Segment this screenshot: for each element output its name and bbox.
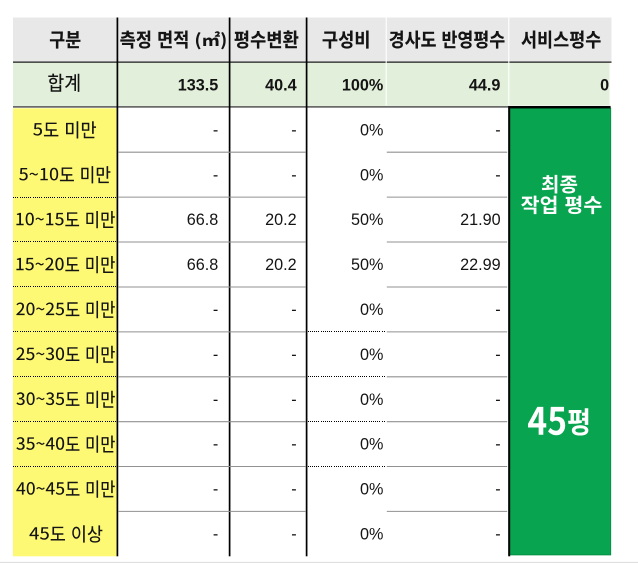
svg-text:0%: 0%	[360, 346, 383, 364]
svg-text:-: -	[213, 391, 218, 409]
svg-text:-: -	[495, 166, 500, 184]
svg-text:-: -	[495, 391, 500, 409]
svg-text:-: -	[495, 481, 500, 499]
svg-text:0: 0	[600, 76, 609, 94]
svg-text:50%: 50%	[351, 211, 383, 229]
svg-text:44.9: 44.9	[469, 76, 501, 94]
svg-text:-: -	[495, 121, 500, 139]
svg-text:-: -	[495, 436, 500, 454]
svg-text:-: -	[213, 526, 218, 544]
svg-text:66.8: 66.8	[187, 256, 219, 274]
svg-text:-: -	[213, 166, 218, 184]
svg-text:-: -	[213, 436, 218, 454]
svg-text:0%: 0%	[360, 391, 383, 409]
svg-text:-: -	[291, 391, 296, 409]
svg-text:0%: 0%	[360, 481, 383, 499]
svg-text:-: -	[291, 526, 296, 544]
svg-text:0%: 0%	[360, 526, 383, 544]
svg-text:-: -	[291, 166, 296, 184]
svg-text:-: -	[291, 481, 296, 499]
svg-text:-: -	[213, 346, 218, 364]
svg-text:0%: 0%	[360, 301, 383, 319]
svg-text:133.5: 133.5	[178, 76, 219, 94]
svg-text:0%: 0%	[360, 121, 383, 139]
svg-text:-: -	[495, 301, 500, 319]
svg-text:0%: 0%	[360, 436, 383, 454]
svg-text:20.2: 20.2	[265, 256, 297, 274]
svg-text:-: -	[291, 346, 296, 364]
svg-text:-: -	[291, 436, 296, 454]
svg-text:20.2: 20.2	[265, 211, 297, 229]
svg-text:100%: 100%	[342, 76, 383, 94]
svg-text:-: -	[291, 301, 296, 319]
svg-text:-: -	[495, 526, 500, 544]
svg-text:-: -	[291, 121, 296, 139]
svg-text:66.8: 66.8	[187, 211, 219, 229]
svg-text:-: -	[213, 481, 218, 499]
svg-text:50%: 50%	[351, 256, 383, 274]
svg-text:40.4: 40.4	[265, 76, 297, 94]
svg-text:21.90: 21.90	[460, 211, 501, 229]
svg-text:-: -	[495, 346, 500, 364]
svg-text:-: -	[213, 301, 218, 319]
svg-text:-: -	[213, 121, 218, 139]
svg-text:0%: 0%	[360, 166, 383, 184]
svg-text:22.99: 22.99	[460, 256, 501, 274]
